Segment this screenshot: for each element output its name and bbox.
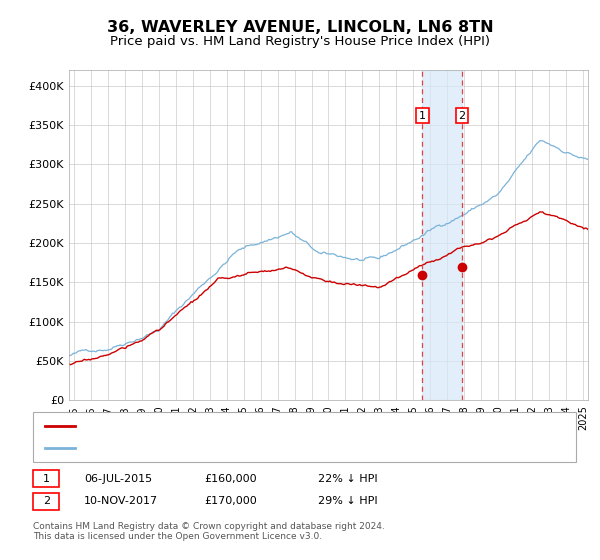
Text: 36, WAVERLEY AVENUE, LINCOLN, LN6 8TN: 36, WAVERLEY AVENUE, LINCOLN, LN6 8TN <box>107 20 493 35</box>
Text: 2: 2 <box>43 496 50 506</box>
Text: 10-NOV-2017: 10-NOV-2017 <box>84 496 158 506</box>
Text: 1: 1 <box>43 474 50 484</box>
Text: £170,000: £170,000 <box>204 496 257 506</box>
Text: Contains HM Land Registry data © Crown copyright and database right 2024.
This d: Contains HM Land Registry data © Crown c… <box>33 522 385 542</box>
Text: 2: 2 <box>458 111 466 120</box>
Text: 06-JUL-2015: 06-JUL-2015 <box>84 474 152 484</box>
Text: 29% ↓ HPI: 29% ↓ HPI <box>318 496 377 506</box>
Text: 22% ↓ HPI: 22% ↓ HPI <box>318 474 377 484</box>
Text: £160,000: £160,000 <box>204 474 257 484</box>
Text: HPI: Average price, detached house, North Kesteven: HPI: Average price, detached house, Nort… <box>81 443 354 453</box>
Text: Price paid vs. HM Land Registry's House Price Index (HPI): Price paid vs. HM Land Registry's House … <box>110 35 490 48</box>
Text: 1: 1 <box>419 111 426 120</box>
Text: 36, WAVERLEY AVENUE, LINCOLN, LN6 8TN (detached house): 36, WAVERLEY AVENUE, LINCOLN, LN6 8TN (d… <box>81 421 399 431</box>
Bar <box>422 70 462 400</box>
